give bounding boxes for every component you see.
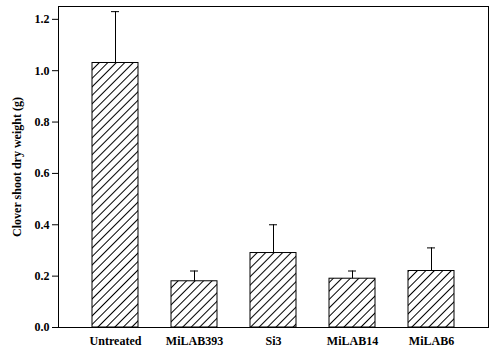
svg-text:1.2: 1.2 xyxy=(35,12,50,26)
svg-text:0.8: 0.8 xyxy=(35,115,50,129)
svg-text:0.0: 0.0 xyxy=(35,320,50,334)
svg-text:Untreated: Untreated xyxy=(90,334,142,348)
svg-text:MiLAB6: MiLAB6 xyxy=(409,334,454,348)
svg-text:0.4: 0.4 xyxy=(35,218,50,232)
svg-text:1.0: 1.0 xyxy=(35,64,50,78)
svg-text:Clover shoot dry weight (g): Clover shoot dry weight (g) xyxy=(10,97,24,237)
svg-text:Si3: Si3 xyxy=(265,334,281,348)
svg-text:MiLAB393: MiLAB393 xyxy=(166,334,223,348)
svg-text:0.6: 0.6 xyxy=(35,166,50,180)
svg-text:0.2: 0.2 xyxy=(35,269,50,283)
svg-text:MiLAB14: MiLAB14 xyxy=(327,334,378,348)
